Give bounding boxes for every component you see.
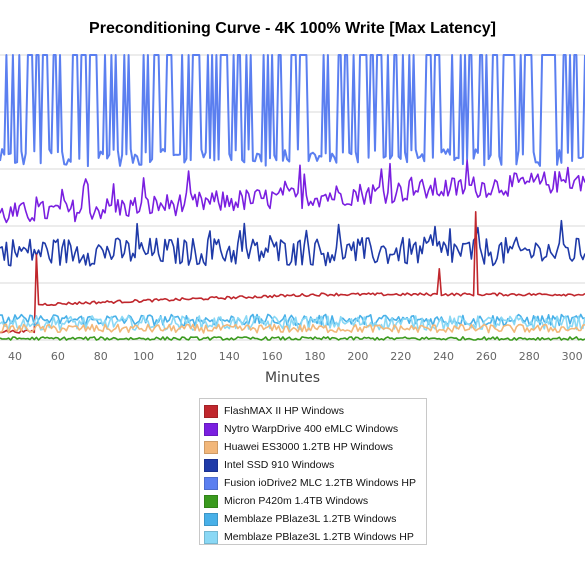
series-line — [0, 159, 585, 224]
x-tick-label: 80 — [94, 350, 108, 363]
series-line — [0, 336, 585, 341]
legend-item[interactable]: Huawei ES3000 1.2TB HP Windows — [200, 438, 426, 456]
legend-label: Fusion ioDrive2 MLC 1.2TB Windows HP — [224, 477, 416, 489]
x-tick-label: 180 — [305, 350, 326, 363]
x-tick-label: 220 — [390, 350, 411, 363]
legend-label: Micron P420m 1.4TB Windows — [224, 495, 369, 507]
legend-swatch — [204, 494, 218, 508]
legend-item[interactable]: Memblaze PBlaze3L 1.2TB Windows — [200, 510, 426, 528]
x-tick-labels: 40 60 80 100 120 140 160 180 200 220 240 260 280 300 — [8, 350, 583, 363]
x-tick-label: 300 — [562, 350, 583, 363]
legend-swatch — [204, 512, 218, 526]
x-tick-label: 60 — [51, 350, 65, 363]
legend-swatch — [204, 458, 218, 472]
x-tick-label: 160 — [262, 350, 283, 363]
legend-item[interactable]: Fusion ioDrive2 MLC 1.2TB Windows HP — [200, 474, 426, 492]
series-line — [0, 219, 585, 267]
legend-item[interactable]: Memblaze PBlaze3L 1.2TB Windows HP — [200, 528, 426, 546]
legend-item[interactable]: FlashMAX II HP Windows — [200, 402, 426, 420]
legend-swatch — [204, 440, 218, 454]
x-tick-label: 280 — [519, 350, 540, 363]
x-tick-label: 260 — [476, 350, 497, 363]
x-tick-label: 40 — [8, 350, 22, 363]
x-axis-label: Minutes — [264, 370, 321, 386]
legend: FlashMAX II HP Windows Nytro WarpDrive 40… — [199, 398, 427, 545]
series-lines — [0, 54, 585, 341]
x-tick-label: 120 — [176, 350, 197, 363]
legend-swatch — [204, 476, 218, 490]
legend-label: Memblaze PBlaze3L 1.2TB Windows HP — [224, 531, 414, 543]
legend-label: FlashMAX II HP Windows — [224, 405, 345, 417]
legend-label: Memblaze PBlaze3L 1.2TB Windows — [224, 513, 397, 525]
legend-swatch — [204, 530, 218, 544]
series-line — [0, 313, 585, 327]
series-line — [0, 314, 585, 331]
x-tick-label: 200 — [347, 350, 368, 363]
x-tick-label: 240 — [433, 350, 454, 363]
legend-swatch — [204, 422, 218, 436]
legend-label: Nytro WarpDrive 400 eMLC Windows — [224, 423, 399, 435]
legend-item[interactable]: Intel SSD 910 Windows — [200, 456, 426, 474]
chart-title: Preconditioning Curve - 4K 100% Write [M… — [89, 20, 496, 37]
series-line — [0, 54, 585, 168]
legend-swatch — [204, 404, 218, 418]
legend-label: Huawei ES3000 1.2TB HP Windows — [224, 441, 394, 453]
legend-label: Intel SSD 910 Windows — [224, 459, 335, 471]
series-line — [0, 323, 585, 334]
legend-item[interactable]: Nytro WarpDrive 400 eMLC Windows — [200, 420, 426, 438]
x-tick-label: 100 — [133, 350, 154, 363]
series-line — [0, 211, 585, 334]
x-tick-label: 140 — [219, 350, 240, 363]
legend-item[interactable]: Micron P420m 1.4TB Windows — [200, 492, 426, 510]
